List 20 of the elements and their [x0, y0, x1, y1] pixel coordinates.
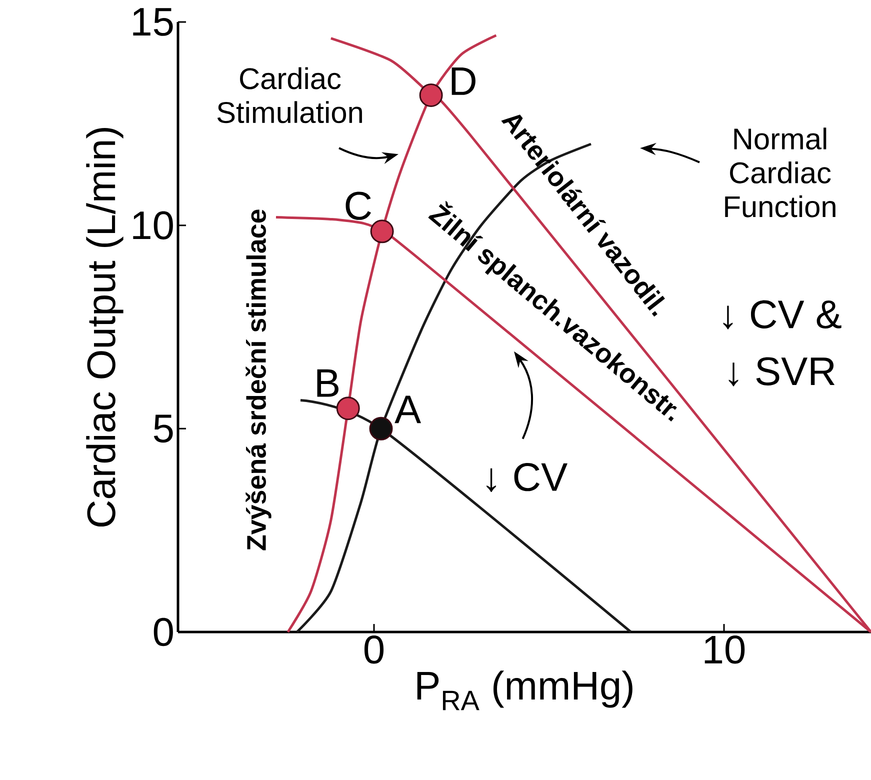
point — [370, 220, 394, 244]
annotation: ↓ SVR — [728, 357, 835, 386]
point — [336, 396, 360, 420]
annotation: C — [346, 192, 371, 220]
annotation: B — [317, 369, 338, 397]
annotation: Zvýšená srdeční stimulace — [246, 210, 272, 550]
annotation: ↓ CV — [486, 462, 568, 492]
y-tick-label: 10 — [133, 211, 173, 240]
point — [419, 83, 443, 107]
y-tick-label: 0 — [154, 618, 173, 646]
annotation: A — [394, 396, 422, 424]
annotation: Normal Cardiac Function — [725, 128, 836, 218]
annotation: Cardiac Stimulation — [217, 67, 362, 124]
annotation: ↓ CV & — [723, 300, 842, 330]
y-tick-label: 5 — [154, 414, 173, 443]
x-axis-title: P$_{RA}$ (mmHg) — [417, 670, 632, 710]
y-tick-label: 15 — [133, 8, 173, 36]
point — [369, 416, 393, 440]
y-axis-title: Cardiac Output (L/min) — [86, 128, 124, 527]
annotation: D — [452, 67, 476, 95]
